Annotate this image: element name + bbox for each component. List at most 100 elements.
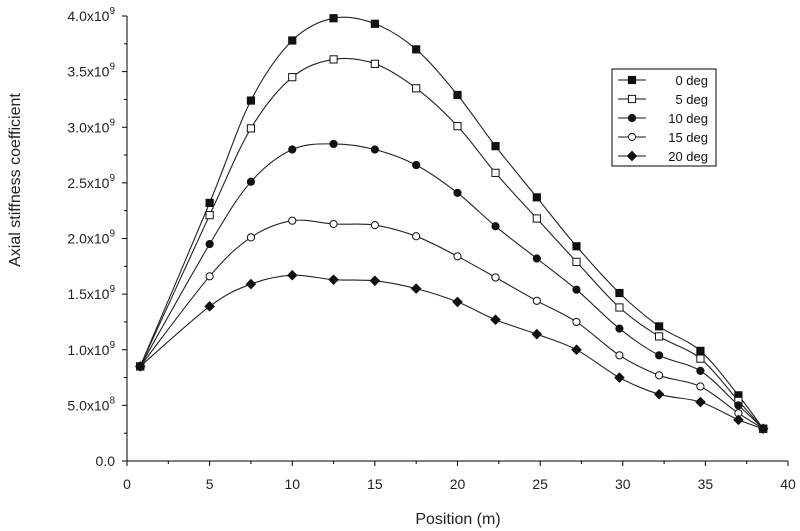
data-point	[532, 214, 541, 223]
legend-label: 15 deg	[668, 130, 708, 145]
data-point	[655, 322, 664, 331]
series-10-deg	[136, 139, 768, 433]
series-15-deg	[136, 216, 768, 433]
data-point	[453, 252, 462, 261]
data-point	[205, 211, 214, 220]
y-tick-label: 3.5x109	[67, 62, 115, 80]
data-point	[410, 283, 422, 294]
x-tick-label: 40	[780, 476, 796, 492]
data-point	[615, 303, 624, 312]
data-point	[329, 14, 338, 23]
x-tick-label: 15	[367, 476, 383, 492]
data-point	[370, 59, 379, 68]
data-point	[329, 55, 338, 64]
x-axis-title: Position (m)	[415, 511, 500, 528]
legend-marker	[626, 150, 638, 162]
series-line	[139, 219, 764, 430]
data-point	[453, 122, 462, 131]
data-point	[532, 193, 541, 202]
y-tick-label: 5.0x108	[67, 395, 115, 413]
legend-item: 10 deg	[618, 111, 708, 126]
data-point	[655, 332, 664, 341]
data-point	[491, 273, 500, 282]
x-tick-label: 10	[284, 476, 300, 492]
data-point	[452, 296, 463, 308]
data-point	[532, 254, 541, 263]
data-point	[491, 142, 500, 151]
data-point	[615, 324, 624, 333]
plot-area: 0 5 10 15 20 25 30 35 40 0.0 5.0x108 1.0x109 1.5x10…	[67, 6, 796, 492]
data-point	[246, 124, 256, 133]
data-point	[572, 242, 581, 251]
data-point	[572, 257, 581, 266]
data-point	[370, 145, 379, 154]
data-point	[653, 388, 665, 400]
data-point	[204, 301, 215, 312]
data-point	[288, 145, 297, 154]
data-point	[695, 396, 706, 408]
data-point	[370, 19, 379, 28]
data-point	[286, 269, 298, 281]
y-axis-title: Axial stiffness coefficient	[7, 93, 24, 267]
data-point	[571, 344, 582, 356]
data-point	[696, 366, 705, 375]
y-tick-label: 3.0x109	[67, 117, 115, 135]
y-tick-label: 2.0x109	[67, 229, 115, 247]
data-point	[246, 177, 256, 186]
data-point	[615, 288, 624, 298]
legend: 0 deg 5 deg 10 deg 15 deg 20 deg	[611, 68, 717, 167]
data-point	[491, 168, 500, 177]
series-line	[139, 274, 764, 430]
data-point	[245, 278, 257, 290]
x-tick-label: 5	[206, 476, 214, 492]
legend-item: 15 deg	[618, 130, 708, 145]
data-point	[733, 414, 744, 426]
data-point	[412, 45, 421, 54]
series-20-deg	[134, 269, 769, 435]
data-point	[329, 219, 338, 229]
x-tick-label: 0	[123, 476, 131, 492]
data-point	[532, 296, 541, 305]
data-point	[329, 139, 338, 149]
data-point	[572, 285, 581, 294]
series-layer	[134, 14, 769, 435]
data-point	[572, 317, 581, 327]
legend-item: 20 deg	[618, 149, 708, 164]
data-point	[531, 328, 543, 340]
data-point	[288, 216, 297, 225]
series-line	[139, 143, 764, 430]
data-point	[205, 239, 214, 249]
data-point	[288, 36, 297, 45]
legend-marker	[627, 132, 637, 142]
data-point	[288, 73, 297, 82]
legend-item: 0 deg	[618, 73, 708, 88]
x-tick-label: 20	[450, 476, 466, 492]
data-point	[614, 372, 625, 383]
y-tick-label: 1.0x109	[67, 340, 115, 358]
data-point	[205, 198, 214, 208]
data-point	[246, 233, 256, 242]
legend-items: 0 deg 5 deg 10 deg 15 deg 20 deg	[618, 73, 708, 164]
legend-label: 20 deg	[668, 149, 708, 164]
data-point	[734, 401, 743, 410]
legend-label: 5 deg	[675, 92, 708, 107]
data-point	[696, 354, 705, 363]
data-point	[246, 96, 256, 105]
data-point	[757, 423, 769, 435]
data-point	[328, 274, 339, 285]
data-point	[412, 160, 421, 170]
data-point	[615, 351, 624, 360]
data-point	[696, 382, 705, 391]
data-point	[205, 272, 214, 281]
legend-label: 0 deg	[675, 73, 708, 88]
data-point	[370, 221, 379, 230]
x-ticks: 0 5 10 15 20 25 30 35 40	[123, 461, 796, 492]
data-point	[412, 232, 421, 241]
data-point	[491, 222, 500, 231]
y-tick-label: 4.0x109	[67, 6, 115, 24]
y-ticks: 0.0 5.0x108 1.0x109 1.5x109 2.0x109 2.5x109 3.…	[67, 6, 127, 469]
legend-label: 10 deg	[668, 111, 708, 126]
data-point	[655, 371, 664, 380]
data-point	[412, 84, 421, 93]
